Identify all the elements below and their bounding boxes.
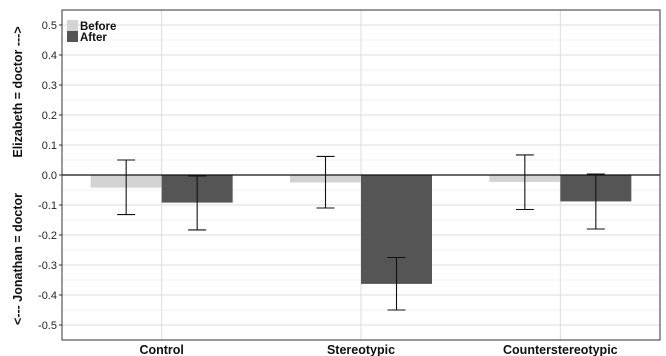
error-bar-before-stereotypic <box>316 155 335 209</box>
error-bar-after-control <box>188 175 207 231</box>
y-tick-label: -0.1 <box>38 200 57 212</box>
y-tick-label: 0.1 <box>42 140 57 152</box>
legend-swatch-before <box>67 20 78 31</box>
y-tick-label: 0.5 <box>42 20 57 32</box>
error-bar-before-control <box>117 159 136 216</box>
legend-swatch-after <box>67 31 78 42</box>
legend-label-after: After <box>80 32 107 44</box>
error-bar-after-stereotypic <box>387 256 406 311</box>
y-axis-title-bottom: <--- Jonathan = doctor <box>11 193 25 325</box>
x-tick-labels: Control Stereotypic Counterstereotypic <box>139 343 617 356</box>
legend: Before After <box>67 20 116 44</box>
x-tick-label-counterstereotypic: Counterstereotypic <box>503 343 618 356</box>
y-tick-label: 0.4 <box>42 50 57 62</box>
y-tick-label: -0.3 <box>38 260 57 272</box>
error-bar-after-counterstereotypic <box>586 173 605 230</box>
y-tick-label: 0.3 <box>42 80 57 92</box>
error-layer <box>117 154 605 311</box>
y-tick-label: -0.4 <box>38 290 57 302</box>
error-bar-before-counterstereotypic <box>515 154 534 211</box>
x-tick-label-control: Control <box>139 343 183 356</box>
y-tick-label: 0.0 <box>42 170 57 182</box>
y-tick-label: -0.2 <box>38 230 57 242</box>
y-tick-labels: -0.5 -0.4 -0.3 -0.2 -0.1 0.0 0.1 0.2 0.3 0.4 0.5 <box>38 20 62 332</box>
x-tick-label-stereotypic: Stereotypic <box>327 343 395 356</box>
y-tick-label: -0.5 <box>38 320 57 332</box>
y-axis-title-top: Elizabeth = doctor ---> <box>11 26 25 157</box>
legend-label-before: Before <box>80 21 116 33</box>
y-tick-label: 0.2 <box>42 110 57 122</box>
